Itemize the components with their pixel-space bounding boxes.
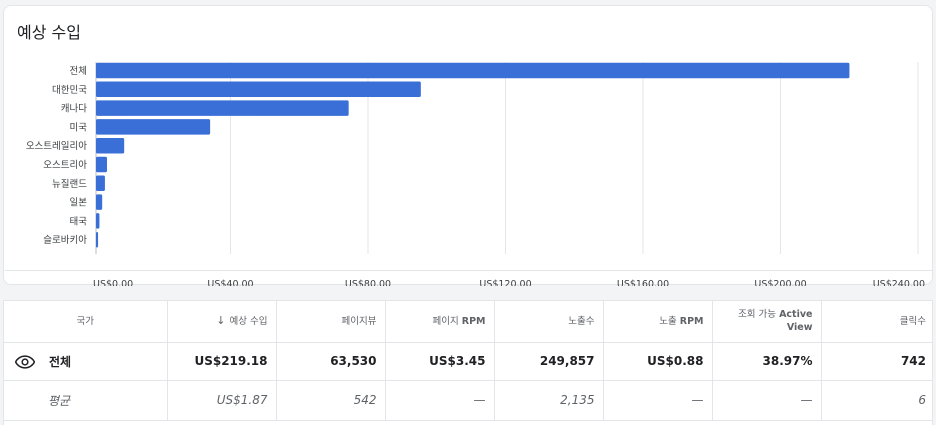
column-header-clicks[interactable]: 클릭수 [821,301,932,343]
earnings-chart-card: 예상 수입 US$0.00 US$40.00 US$80.00 US$120.00 US… [3,5,933,286]
column-header-viewable[interactable]: 조회 가능 Active View [712,301,822,343]
cell-estimated-earnings: US$219.18 [167,342,277,381]
cell-viewable: — [712,380,822,421]
category-label: 미국 [70,122,88,133]
row-name-cell: 전체 [4,342,168,381]
column-header-label: 노출수 [568,315,595,327]
cell-impressions: 2,135 [494,380,604,421]
bar [96,175,105,192]
cell-pageviews: 63,530 [276,342,386,381]
bar [96,81,421,98]
bar [96,62,850,79]
cell-pageviews: 542 [276,380,386,421]
column-header-label-bold: Active View [779,309,813,334]
category-label: 뉴질랜드 [52,178,87,190]
card-title: 예상 수입 [17,23,81,42]
bar [96,213,100,229]
cell-impression-rpm: — [603,380,713,421]
cell-estimated-earnings: US$1.87 [167,380,277,421]
bar [96,194,103,210]
bar [96,100,349,116]
category-label: 오스트레일리아 [26,141,87,152]
cell-page-rpm: — [385,380,495,421]
category-label: 일본 [70,198,88,209]
earnings-table: 국가 ↓ 예상 수입 페이지뷰 페이지 RPM 노출수 노출 RPM [3,300,933,425]
sort-down-arrow-icon: ↓ [216,314,226,328]
category-label: 슬로바키아 [43,235,87,246]
column-header-label: 조회 가능 [738,309,777,321]
row-name-cell: 평균 [4,380,168,421]
row-name: 평균 [48,393,71,408]
category-label: 전체 [70,66,87,77]
column-header-impressions[interactable]: 노출수 [494,301,604,343]
cell-viewable: 38.97% [712,342,822,381]
column-header-label: 노출 [659,315,677,327]
bar [96,137,125,154]
bar [96,231,99,248]
bar [96,156,107,173]
column-header-label: 페이지 [432,315,459,327]
column-header-label: 클릭수 [899,315,926,327]
x-tick-label: US$160.00 [617,279,669,286]
column-header-label: 국가 [76,315,94,327]
column-header-estimated-earnings[interactable]: ↓ 예상 수입 [167,301,277,343]
column-header-pageviews[interactable]: 페이지뷰 [276,301,386,343]
earnings-bar-chart: US$0.00 US$40.00 US$80.00 US$120.00 US$160.0… [5,62,932,286]
table-row-total[interactable]: 전체 US$219.18 63,530 US$3.45 249,857 US$0… [4,342,932,381]
column-header-label: 페이지뷰 [341,315,377,327]
x-tick-label: US$200.00 [754,279,806,286]
cell-clicks: 742 [821,342,932,381]
column-header-label-bold: RPM [679,315,704,327]
x-tick-label: US$120.00 [479,279,531,286]
table-header-row: 국가 ↓ 예상 수입 페이지뷰 페이지 RPM 노출수 노출 RPM [4,301,932,343]
cell-impression-rpm: US$0.88 [603,342,713,381]
column-header-page-rpm[interactable]: 페이지 RPM [385,301,495,343]
bar [96,119,211,135]
table-row-average: 평균 US$1.87 542 — 2,135 — — 6 [4,380,932,421]
x-tick-label: US$0.00 [93,279,133,286]
column-header-country[interactable]: 국가 [4,301,168,343]
cell-clicks: 6 [821,380,932,421]
cell-page-rpm: US$3.45 [385,342,495,381]
x-tick-label: US$80.00 [345,279,391,286]
category-label: 오스트리아 [43,160,87,171]
column-header-label-bold: RPM [461,315,486,327]
category-label: 태국 [70,216,88,227]
category-label: 캐나다 [61,104,87,115]
eye-icon[interactable] [15,355,35,369]
category-label: 대한민국 [52,85,87,96]
x-tick-label: US$240.00 [873,279,925,286]
row-name: 전체 [49,354,72,369]
cell-impressions: 249,857 [494,342,604,381]
column-header-impression-rpm[interactable]: 노출 RPM [603,301,713,343]
column-header-label: 예상 수입 [229,316,268,328]
x-tick-label: US$40.00 [207,279,253,286]
